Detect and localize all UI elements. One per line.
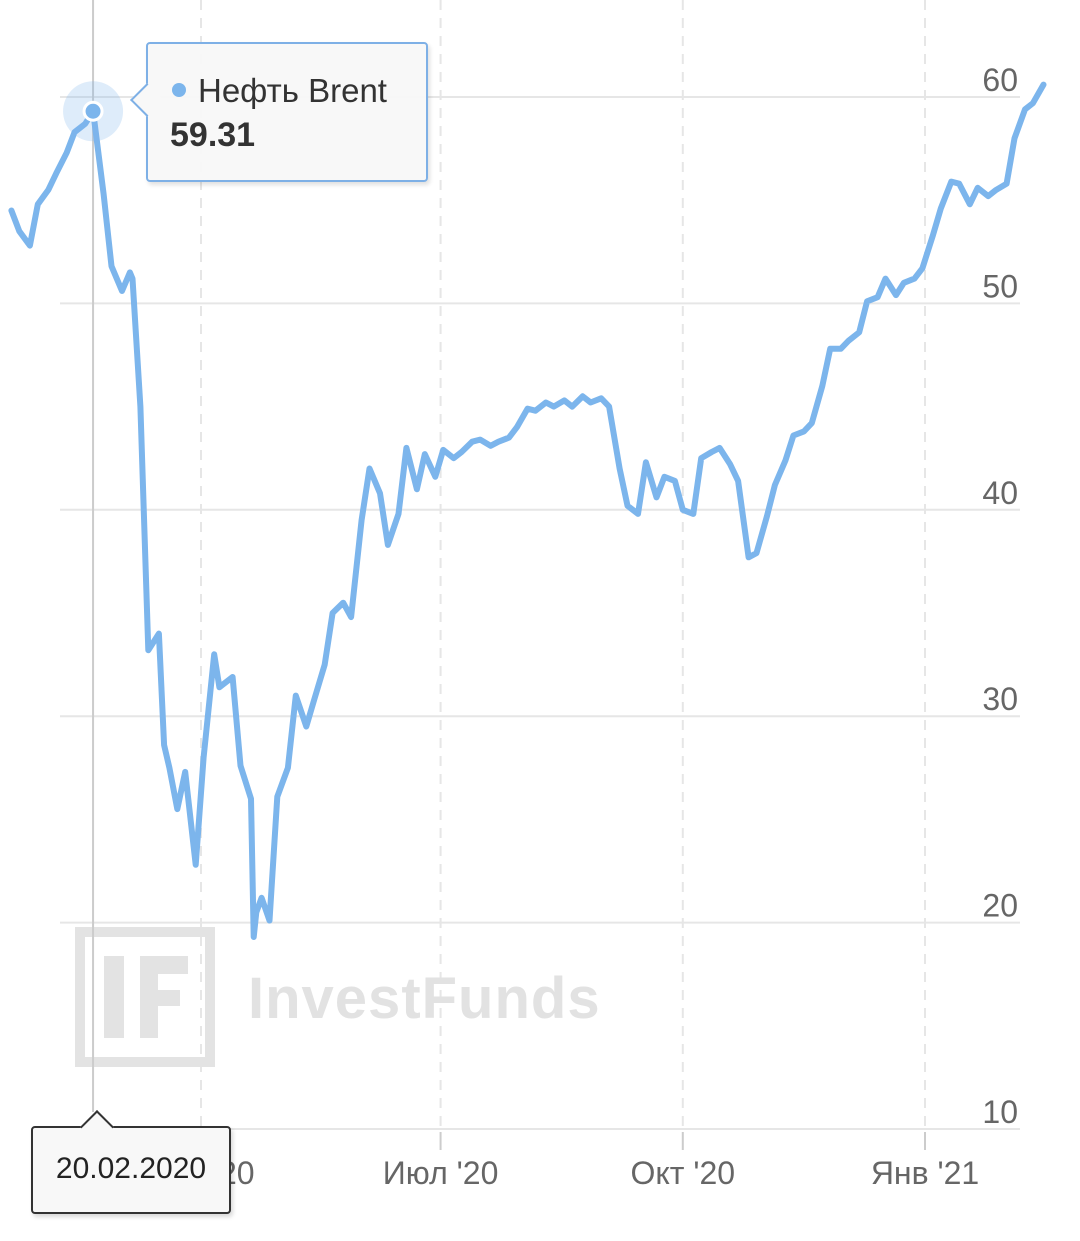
y-tick-label: 10 (982, 1094, 1018, 1130)
watermark-logo-f-mid (140, 990, 180, 1006)
y-axis-ticks: 10 20 30 40 50 60 (982, 62, 1018, 1130)
series-marker-icon (172, 83, 186, 98)
crosshair-date-text: 20.02.2020 (55, 1152, 207, 1185)
y-tick-label: 30 (982, 681, 1018, 717)
watermark-text: InvestFunds (248, 966, 601, 1031)
x-tick-label: Янв '21 (871, 1155, 979, 1191)
watermark: InvestFunds (75, 927, 601, 1067)
watermark-logo-f-top (140, 956, 188, 974)
tooltip-value: 59.31 (170, 116, 256, 154)
x-tick-label: Июл '20 (383, 1155, 499, 1191)
y-tick-label: 40 (982, 475, 1018, 511)
vertical-gridlines (200, 0, 926, 1150)
watermark-logo-i (104, 956, 124, 1038)
data-tooltip: Нефть Brent 59.31 (130, 42, 428, 182)
highlight-point[interactable] (82, 100, 104, 122)
y-tick-label: 20 (982, 888, 1018, 924)
series-line-brent (8, 81, 1047, 940)
tooltip-series-name: Нефть Brent (198, 72, 387, 109)
x-tick-label: Окт '20 (631, 1155, 736, 1191)
watermark-logo-frame (75, 927, 215, 1067)
tooltip-series-row: Нефть Brent (172, 72, 387, 110)
crosshair-date-label: 20.02.2020 (31, 1110, 231, 1214)
y-tick-label: 60 (982, 62, 1018, 98)
y-tick-label: 50 (982, 268, 1018, 304)
